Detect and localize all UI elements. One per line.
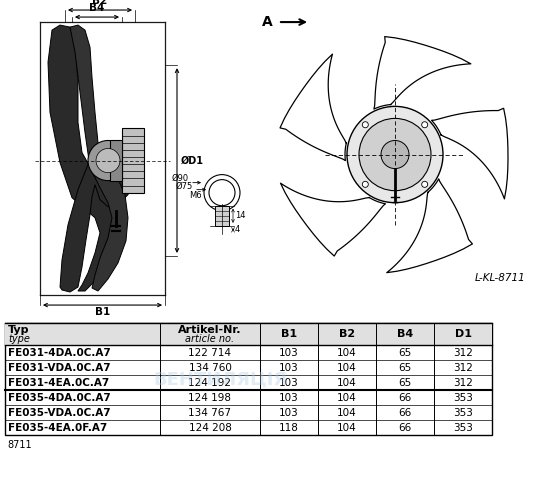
Text: 103: 103 — [279, 408, 299, 418]
Text: FE031-4DA.0C.A7: FE031-4DA.0C.A7 — [8, 348, 111, 358]
Text: 8711: 8711 — [7, 440, 32, 450]
Text: FE035-VDA.0C.A7: FE035-VDA.0C.A7 — [8, 408, 111, 418]
Circle shape — [422, 122, 428, 128]
Text: 312: 312 — [453, 378, 473, 388]
Text: 104: 104 — [337, 362, 357, 372]
Text: 65: 65 — [398, 348, 411, 358]
Circle shape — [422, 181, 428, 187]
Text: 124 198: 124 198 — [189, 392, 232, 402]
Text: 103: 103 — [279, 348, 299, 358]
Text: B4: B4 — [397, 329, 413, 339]
Text: A: A — [262, 15, 273, 29]
Text: ØD1: ØD1 — [181, 155, 204, 165]
Bar — [5, 323, 492, 435]
Polygon shape — [374, 37, 471, 109]
Text: 124 192: 124 192 — [189, 378, 232, 388]
Text: 124 208: 124 208 — [189, 423, 232, 433]
Text: D1: D1 — [454, 329, 471, 339]
Circle shape — [362, 122, 368, 128]
Circle shape — [88, 141, 128, 181]
Bar — [5, 323, 492, 345]
Text: 65: 65 — [398, 378, 411, 388]
Polygon shape — [432, 109, 508, 199]
Text: 134 767: 134 767 — [189, 408, 232, 418]
Text: B1: B1 — [281, 329, 297, 339]
Text: 312: 312 — [453, 362, 473, 372]
Text: B2: B2 — [339, 329, 355, 339]
Text: 122 714: 122 714 — [189, 348, 232, 358]
Text: 312: 312 — [453, 348, 473, 358]
Circle shape — [347, 107, 443, 203]
Polygon shape — [280, 183, 386, 256]
Text: Ø90: Ø90 — [172, 174, 189, 183]
Text: 66: 66 — [398, 423, 411, 433]
Text: Artikel-Nr.: Artikel-Nr. — [178, 325, 242, 335]
Polygon shape — [70, 25, 128, 291]
Text: Ø75: Ø75 — [176, 182, 193, 191]
Text: 103: 103 — [279, 392, 299, 402]
Text: B2: B2 — [92, 0, 108, 6]
Circle shape — [381, 141, 409, 169]
Text: 4: 4 — [235, 225, 240, 234]
Text: type: type — [8, 334, 30, 344]
Text: 353: 353 — [453, 392, 473, 402]
Text: Typ: Typ — [8, 325, 30, 335]
Text: 118: 118 — [279, 423, 299, 433]
Polygon shape — [280, 54, 346, 161]
Text: 104: 104 — [337, 392, 357, 402]
Circle shape — [362, 181, 368, 187]
Text: 104: 104 — [337, 348, 357, 358]
Text: ВЕНТИЛЯЦІЯ: ВЕНТИЛЯЦІЯ — [153, 370, 287, 388]
Text: article no.: article no. — [185, 334, 234, 344]
Text: 353: 353 — [453, 408, 473, 418]
Text: 104: 104 — [337, 408, 357, 418]
Text: 104: 104 — [337, 423, 357, 433]
Text: 14: 14 — [235, 211, 245, 220]
Text: 66: 66 — [398, 392, 411, 402]
Text: 353: 353 — [453, 423, 473, 433]
Text: FE031-4EA.0C.A7: FE031-4EA.0C.A7 — [8, 378, 109, 388]
Text: FE035-4EA.0F.A7: FE035-4EA.0F.A7 — [8, 423, 107, 433]
Text: L-KL-8711: L-KL-8711 — [475, 273, 525, 283]
Text: 65: 65 — [398, 362, 411, 372]
Bar — [122, 129, 144, 193]
Polygon shape — [48, 25, 120, 291]
Polygon shape — [387, 179, 472, 272]
Circle shape — [359, 119, 431, 191]
Text: 66: 66 — [398, 408, 411, 418]
Text: 134 760: 134 760 — [189, 362, 232, 372]
Bar — [110, 141, 122, 181]
Text: 104: 104 — [337, 378, 357, 388]
Bar — [215, 206, 229, 226]
Text: M6: M6 — [189, 191, 202, 200]
Circle shape — [96, 149, 120, 173]
Text: B4: B4 — [89, 3, 104, 13]
Text: B1: B1 — [95, 307, 110, 317]
Text: 103: 103 — [279, 362, 299, 372]
Text: FE031-VDA.0C.A7: FE031-VDA.0C.A7 — [8, 362, 111, 372]
Polygon shape — [60, 147, 133, 292]
Text: FE035-4DA.0C.A7: FE035-4DA.0C.A7 — [8, 392, 111, 402]
Text: 103: 103 — [279, 378, 299, 388]
